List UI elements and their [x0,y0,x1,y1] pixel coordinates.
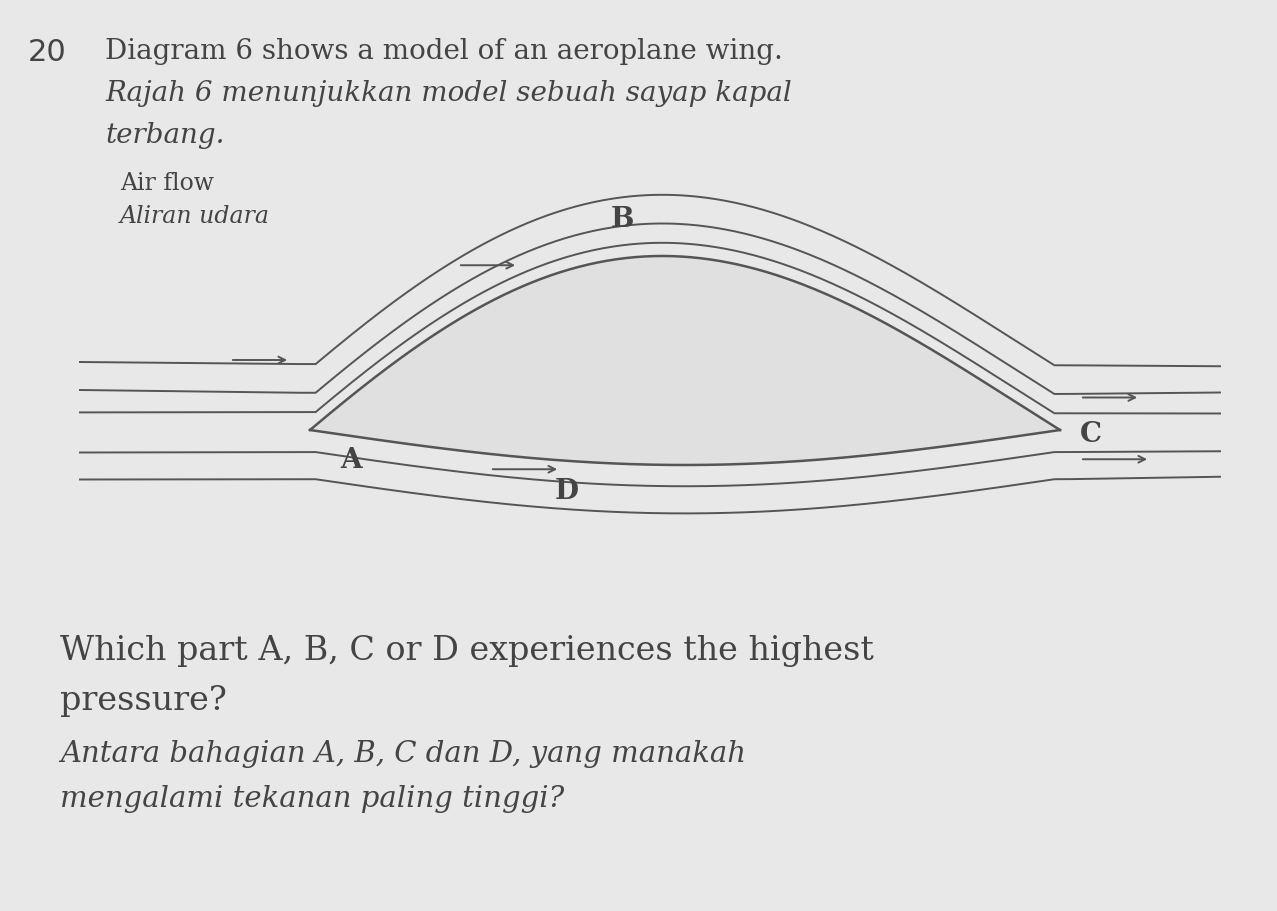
Text: D: D [554,477,578,505]
Text: pressure?: pressure? [60,685,227,717]
Text: Which part A, B, C or D experiences the highest: Which part A, B, C or D experiences the … [60,635,873,667]
Text: B: B [610,206,635,233]
Text: C: C [1080,422,1102,448]
Text: Aliran udara: Aliran udara [120,205,269,228]
Text: mengalami tekanan paling tinggi?: mengalami tekanan paling tinggi? [60,785,564,813]
Text: terbang.: terbang. [105,122,225,149]
Text: Rajah 6 menunjukkan model sebuah sayap kapal: Rajah 6 menunjukkan model sebuah sayap k… [105,80,792,107]
Text: Air flow: Air flow [120,172,215,195]
Polygon shape [310,256,1060,465]
Text: Antara bahagian A, B, C dan D, yang manakah: Antara bahagian A, B, C dan D, yang mana… [60,740,746,768]
Text: Diagram 6 shows a model of an aeroplane wing.: Diagram 6 shows a model of an aeroplane … [105,38,783,65]
Text: A: A [340,446,361,474]
Text: 20: 20 [28,38,66,67]
